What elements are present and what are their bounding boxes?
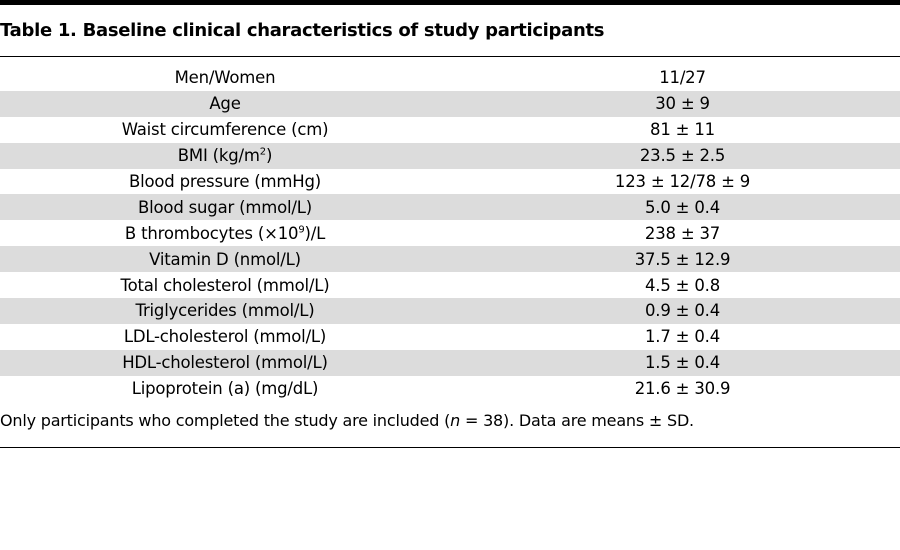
- label-text: B thrombocytes (×10: [124, 223, 299, 243]
- label-text-end: ): [265, 146, 273, 166]
- row-label: Waist circumference (cm): [121, 120, 329, 140]
- row-label: Blood pressure (mmHg): [128, 172, 322, 191]
- row-value: 123 ± 12/78 ± 9: [614, 172, 751, 191]
- table-row: BMI (kg/m2) 23.5 ± 2.5: [0, 142, 900, 169]
- row-label: BMI (kg/m2): [0, 146, 450, 165]
- row-value: 11/27: [659, 68, 706, 88]
- row-label: Triglycerides (mmol/L): [135, 301, 315, 321]
- table-row: Blood sugar (mmol/L) 5.0 ± 0.4: [0, 194, 900, 221]
- header-rule: [0, 56, 900, 57]
- row-value: 5.0 ± 0.4: [645, 197, 720, 217]
- row-value: 23.5 ± 2.5: [639, 146, 726, 166]
- row-label: Blood sugar (mmol/L): [138, 197, 312, 217]
- row-label: B thrombocytes (×109)/L: [0, 224, 450, 243]
- footer-rule: [0, 447, 900, 448]
- label-text-end: )/L: [304, 223, 326, 243]
- table-row: LDL-cholesterol (mmol/L) 1.7 ± 0.4: [0, 324, 900, 350]
- table-row: Blood pressure (mmHg) 123 ± 12/78 ± 9: [0, 169, 900, 195]
- row-value: 238 ± 37: [644, 223, 721, 243]
- row-value: 30 ± 9: [655, 94, 710, 114]
- footnote-text: Only participants who completed the stud…: [0, 411, 451, 430]
- table-row: HDL-cholesterol (mmol/L) 1.5 ± 0.4: [0, 349, 900, 376]
- row-value: 1.5 ± 0.4: [645, 353, 720, 373]
- footnote-text-end: = 38). Data are means ± SD.: [460, 411, 694, 430]
- row-label: Lipoprotein (a) (mg/dL): [131, 379, 319, 399]
- row-label: Age: [209, 94, 241, 114]
- row-label: Vitamin D (nmol/L): [149, 249, 301, 269]
- row-label: Total cholesterol (mmol/L): [120, 275, 330, 295]
- row-value: 37.5 ± 12.9: [634, 249, 731, 269]
- row-value: 81 ± 11: [650, 120, 715, 140]
- label-text: BMI (kg/m: [177, 146, 260, 166]
- table-row: Total cholesterol (mmol/L) 4.5 ± 0.8: [0, 272, 900, 298]
- label-superscript: 2: [259, 146, 266, 158]
- table-row: B thrombocytes (×109)/L 238 ± 37: [0, 220, 900, 246]
- row-label: Men/Women: [174, 68, 276, 88]
- table-row: Age 30 ± 9: [0, 90, 900, 117]
- table-row: Vitamin D (nmol/L) 37.5 ± 12.9: [0, 246, 900, 273]
- footnote-italic-n: n: [450, 411, 461, 430]
- row-label: LDL-cholesterol (mmol/L): [123, 327, 327, 347]
- row-label: HDL-cholesterol (mmol/L): [122, 353, 328, 373]
- table-row: Lipoprotein (a) (mg/dL) 21.6 ± 30.9: [0, 376, 900, 402]
- row-value: 4.5 ± 0.8: [645, 275, 720, 295]
- row-value: 1.7 ± 0.4: [645, 327, 720, 347]
- table-row: Waist circumference (cm) 81 ± 11: [0, 117, 900, 143]
- row-value: 0.9 ± 0.4: [645, 301, 720, 321]
- table-footnote: Only participants who completed the stud…: [0, 411, 694, 430]
- row-value: 21.6 ± 30.9: [634, 379, 731, 399]
- table-title: Table 1. Baseline clinical characteristi…: [0, 20, 605, 41]
- table-row: Men/Women 11/27: [0, 65, 900, 91]
- label-superscript: 9: [298, 224, 305, 236]
- table-row: Triglycerides (mmol/L) 0.9 ± 0.4: [0, 298, 900, 324]
- top-rule: [0, 0, 900, 5]
- data-table: Men/Women 11/27 Age 30 ± 9 Waist circumf…: [0, 65, 900, 402]
